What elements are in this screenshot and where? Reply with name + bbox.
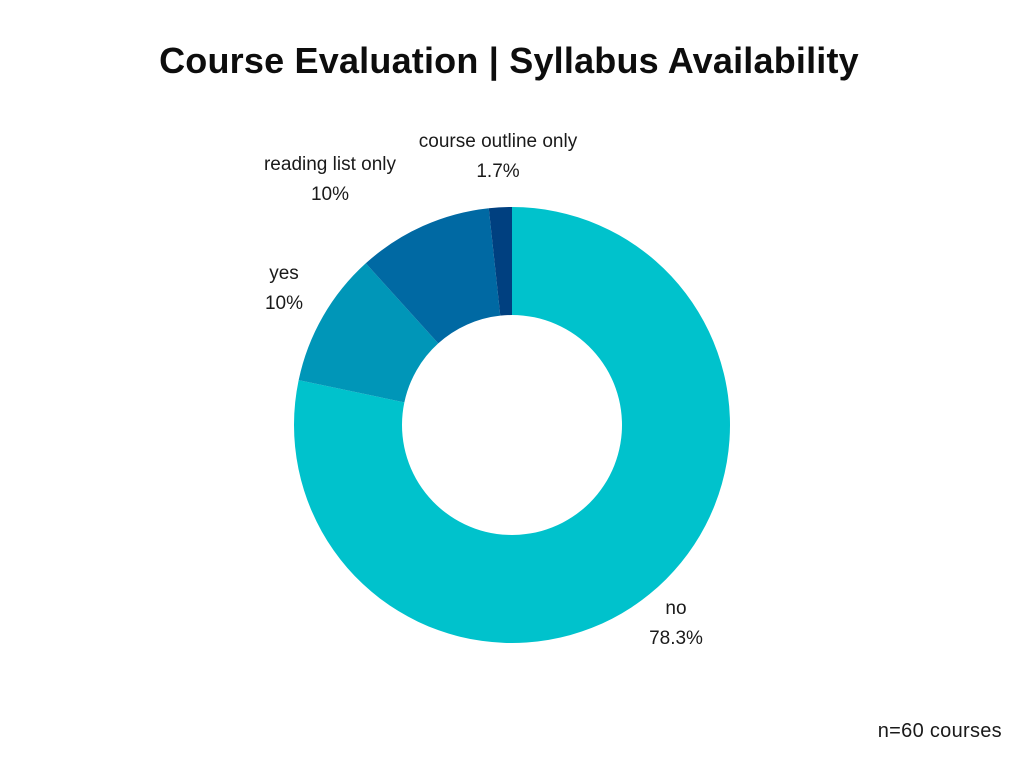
chart-title: Course Evaluation | Syllabus Availabilit… xyxy=(159,40,859,81)
sample-size-note: n=60 courses xyxy=(877,720,1002,742)
slice-label-course-outline-only: course outline only xyxy=(419,131,578,152)
slice-reading-list-only xyxy=(365,208,501,344)
slice-label-no: no xyxy=(665,598,686,619)
slice-no xyxy=(293,207,731,643)
slice-value-course-outline-only: 1.7% xyxy=(476,161,519,182)
donut-slices xyxy=(293,207,731,643)
slice-value-yes: 10% xyxy=(265,293,303,314)
slice-value-reading-list-only: 10% xyxy=(311,184,349,205)
slice-course-outline-only xyxy=(488,207,512,316)
slice-yes xyxy=(298,263,439,403)
slice-label-reading-list-only: reading list only xyxy=(264,154,397,175)
slice-labels: no 78.3% yes 10% reading list only 10% course … xyxy=(264,131,703,649)
slice-label-yes: yes xyxy=(269,263,299,284)
slice-value-no: 78.3% xyxy=(649,628,703,649)
